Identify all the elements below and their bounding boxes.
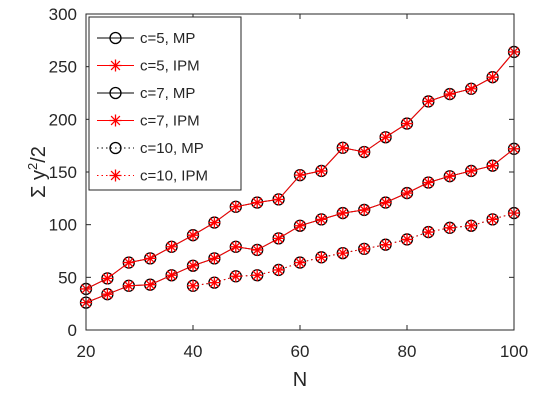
data-point-marker [422, 176, 435, 189]
data-point-marker [315, 213, 328, 226]
legend-label: c=5, MP [140, 30, 195, 47]
legend-entry: c=7, MP [97, 85, 195, 102]
y-tick-label: 300 [49, 5, 77, 24]
data-point-marker [165, 269, 178, 282]
legend-label: c=7, IPM [140, 113, 200, 130]
data-point-marker [272, 232, 285, 245]
data-point-marker [486, 71, 499, 84]
data-point-marker [144, 278, 157, 291]
data-point-marker [101, 288, 114, 301]
data-point-marker [358, 242, 371, 255]
data-point-marker [379, 131, 392, 144]
legend-marker [109, 59, 122, 72]
data-point-marker [144, 252, 157, 265]
series-3 [80, 142, 520, 309]
y-axis-label-suffix: /2 [28, 146, 50, 163]
data-point-marker [358, 203, 371, 216]
data-point-marker [165, 240, 178, 253]
data-point-marker [208, 252, 221, 265]
data-point-marker [465, 82, 478, 95]
data-point-marker [379, 238, 392, 251]
y-tick-label: 250 [49, 58, 77, 77]
data-point-marker [465, 219, 478, 232]
data-point-marker [465, 164, 478, 177]
data-point-marker [336, 247, 349, 260]
data-point-marker [401, 187, 413, 200]
x-tick-label: 80 [398, 342, 417, 361]
data-point-marker [208, 216, 221, 229]
legend-marker [109, 114, 122, 127]
data-point-marker [294, 169, 306, 182]
legend-entry: c=7, IPM [97, 113, 200, 130]
data-point-marker [272, 263, 285, 276]
legend-entry: c=10, MP [97, 140, 204, 157]
series-line [192, 212, 515, 287]
data-point-marker [443, 221, 456, 234]
x-tick-label: 40 [184, 342, 203, 361]
tick-layer: 20 40 60 80 100 0 50 100 150 200 250 300 [49, 5, 529, 361]
legend-marker [109, 31, 122, 45]
x-tick-label: 20 [77, 342, 96, 361]
y-tick-label: 0 [68, 321, 77, 340]
data-point-marker [229, 270, 242, 283]
data-point-marker [101, 272, 114, 285]
data-point-marker [294, 219, 306, 232]
data-point-marker [229, 240, 242, 253]
data-point-marker [187, 259, 199, 272]
data-point-marker [272, 193, 285, 206]
data-point-marker [122, 279, 135, 292]
data-point-marker [315, 251, 328, 264]
data-point-marker [229, 200, 242, 213]
legend-label: c=10, MP [140, 140, 204, 157]
data-point-marker [294, 256, 306, 269]
data-point-marker [486, 213, 499, 226]
data-point-marker [251, 269, 264, 282]
y-axis-label: Σ y2/2 [25, 146, 50, 198]
legend: c=5, MP c=5, IPM c=7, MP c=7, IPM c=10, MP c=… [88, 16, 242, 191]
data-point-marker [208, 276, 221, 289]
y-tick-label: 150 [49, 163, 77, 182]
legend-box [88, 16, 242, 191]
legend-marker [109, 86, 122, 100]
data-point-marker [187, 229, 199, 242]
legend-label: c=10, IPM [140, 168, 208, 185]
data-point-marker [251, 243, 264, 256]
y-axis-label-superscript: 2 [25, 163, 40, 170]
data-point-marker [443, 170, 456, 183]
data-point-marker [401, 233, 413, 246]
x-tick-label: 60 [291, 342, 310, 361]
series-5 [187, 207, 520, 292]
y-tick-label: 200 [49, 110, 77, 129]
x-axis-label: N [293, 369, 307, 391]
legend-marker [109, 141, 122, 155]
y-tick-label: 100 [49, 216, 77, 235]
legend-label: c=5, IPM [140, 58, 200, 75]
y-tick-label: 50 [58, 268, 77, 287]
data-point-marker [187, 279, 199, 292]
legend-entry: c=5, MP [97, 30, 195, 47]
data-point-marker [422, 226, 435, 239]
data-point-marker [401, 117, 413, 130]
x-tick-label: 100 [500, 342, 528, 361]
data-point-marker [336, 207, 349, 220]
data-point-marker [336, 141, 349, 154]
legend-entry: c=5, IPM [97, 58, 200, 75]
data-point-marker [315, 164, 328, 177]
legend-label: c=7, MP [140, 85, 195, 102]
data-point-marker [379, 196, 392, 209]
data-point-marker [358, 145, 371, 158]
data-point-marker [486, 159, 499, 172]
data-point-marker [443, 88, 456, 101]
data-point-marker [122, 256, 135, 269]
legend-entry: c=10, IPM [97, 168, 208, 185]
legend-marker [109, 169, 122, 182]
data-point-marker [251, 196, 264, 209]
y-axis-label-prefix: Σ y [28, 170, 50, 198]
data-point-marker [422, 95, 435, 108]
